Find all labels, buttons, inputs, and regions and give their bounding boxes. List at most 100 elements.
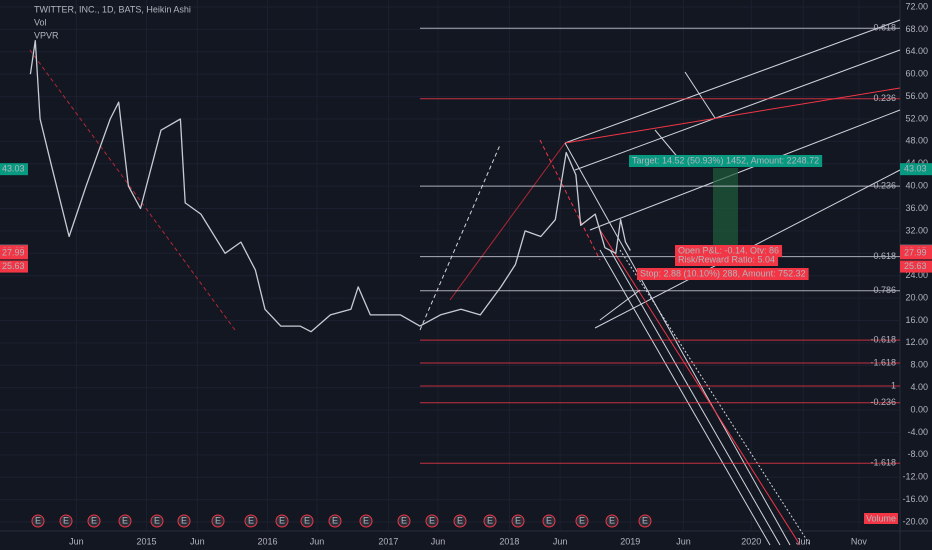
price-tag [900,260,932,273]
price-tag-label: 43.03 [904,164,927,174]
earnings-label: E [457,515,463,525]
fib-label: -0.618 [870,334,896,344]
x-tick-label: 2019 [620,536,640,546]
earnings-label: E [579,515,585,525]
x-tick-label: Jun [69,536,84,546]
x-tick-label: 2018 [499,536,519,546]
earnings-label: E [609,515,615,525]
trade-label: Risk/Reward Ratio: 5.04 [678,254,775,264]
fib-label: 0.618 [873,23,896,33]
earnings-marker [542,514,556,528]
pitchfork [449,142,566,301]
earnings-marker [483,514,497,528]
trade-label: Stop: 2.88 (10.10%) 288, Amount: 752.32 [640,268,806,278]
fib-label: 0.786 [873,285,896,295]
x-tick-label: 2020 [741,536,761,546]
fib-label: -0.236 [870,397,896,407]
y-tick-label: 56.00 [905,91,928,101]
earnings-label: E [63,515,69,525]
y-tick-label: 40.00 [905,181,928,191]
earnings-label: E [122,515,128,525]
x-tick-label: Jun [676,536,691,546]
x-tick-label: 2015 [137,536,157,546]
y-tick-label: 68.00 [905,24,928,34]
earnings-marker [87,514,101,528]
price-tag [900,247,932,260]
y-tick-label: 20.00 [905,292,928,302]
chart-title: TWITTER, INC., 1D, BATS, Heikin Ashi [34,4,191,14]
y-tick-label: -4.00 [907,427,928,437]
earnings-marker [118,514,132,528]
x-tick-label: Jun [310,536,325,546]
earnings-label: E [279,515,285,525]
x-tick-label: 2017 [378,536,398,546]
y-tick-label: -8.00 [907,449,928,459]
y-tick-label: 44.00 [905,158,928,168]
trade-box [675,254,779,266]
arrow [684,71,716,119]
x-tick-label: 2016 [257,536,277,546]
y-tick-label: 8.00 [910,360,928,370]
earnings-label: E [546,515,552,525]
earnings-marker [425,514,439,528]
y-tick-label: -16.00 [902,494,928,504]
pitchfork [609,249,781,546]
price-tag-label: 27.99 [2,248,25,258]
earnings-marker [575,514,589,528]
y-tick-label: 16.00 [905,315,928,325]
earnings-label: E [487,515,493,525]
earnings-marker [31,514,45,528]
trade-box [629,155,823,167]
trend-line [539,139,601,261]
volume-tag [864,513,898,524]
earnings-marker [59,514,73,528]
indicator-label: VPVR [34,30,59,40]
price-tag-label: 25.63 [904,261,927,271]
price-tag-label: 27.99 [904,248,927,258]
earnings-marker [177,514,191,528]
y-tick-label: -20.00 [902,516,928,526]
x-tick-label: Jun [553,536,568,546]
pitchfork [564,87,901,144]
pitchfork [564,19,901,144]
fib-label: -1.618 [870,458,896,468]
earnings-label: E [181,515,187,525]
earnings-label: E [401,515,407,525]
y-tick-label: 48.00 [905,136,928,146]
earnings-label: E [332,515,338,525]
fib-label: -1.618 [870,357,896,367]
price-tag [0,247,28,260]
earnings-marker [359,514,373,528]
earnings-marker [244,514,258,528]
price-tag-label: 25.63 [2,261,25,271]
pitchfork [619,249,811,546]
earnings-label: E [363,515,369,525]
price-tag [0,163,28,176]
earnings-marker [397,514,411,528]
earnings-label: E [154,515,160,525]
earnings-label: E [304,515,310,525]
fib-label: 1 [891,380,896,390]
x-tick-label: Jun [190,536,205,546]
x-tick-label: Jun [796,536,811,546]
trend-line [419,144,501,331]
earnings-label: E [248,515,254,525]
arrow [599,289,641,321]
earnings-marker [638,514,652,528]
price-line [29,39,631,333]
pitchfork [599,229,801,546]
pitchfork [589,109,901,231]
earnings-marker [275,514,289,528]
x-tick-label: Jun [431,536,446,546]
fib-label: 0.618 [873,251,896,261]
y-tick-label: 4.00 [910,382,928,392]
y-tick-label: 64.00 [905,46,928,56]
volume-tag-label: Volume [866,513,896,523]
earnings-marker [300,514,314,528]
earnings-marker [453,514,467,528]
earnings-marker [211,514,225,528]
indicator-label: Vol [34,17,47,27]
earnings-label: E [91,515,97,525]
